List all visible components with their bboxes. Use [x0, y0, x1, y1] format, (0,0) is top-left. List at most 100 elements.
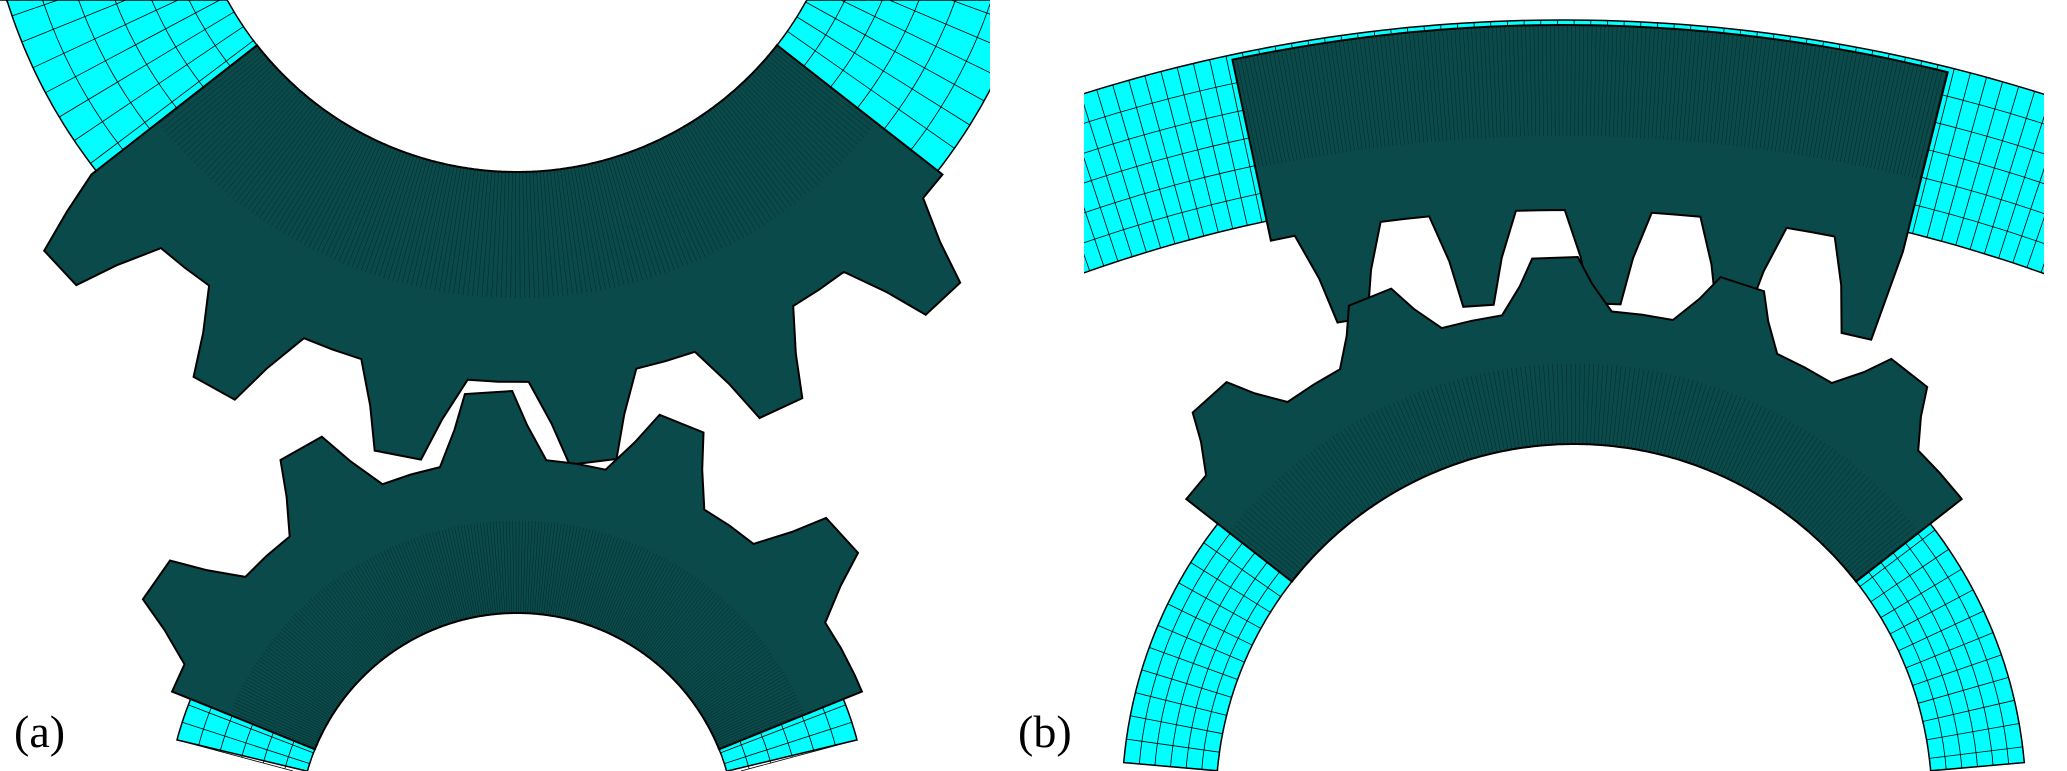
fine-mesh-line	[425, 165, 451, 289]
fine-mesh-line	[667, 606, 732, 674]
mesh-radial-line	[1912, 68, 1955, 234]
fine-mesh-line	[1240, 57, 1264, 167]
fine-mesh-line	[252, 668, 332, 717]
fine-mesh-line	[476, 523, 490, 615]
fine-mesh-line	[1757, 425, 1799, 495]
fine-mesh-line	[706, 677, 787, 724]
fine-mesh-line	[1840, 509, 1901, 564]
fine-mesh-line	[352, 567, 402, 647]
fine-mesh-line	[1271, 484, 1328, 543]
fine-mesh-line	[1632, 26, 1639, 138]
fine-mesh-line	[538, 522, 549, 615]
fine-mesh-line	[1642, 371, 1658, 451]
fine-mesh-line	[355, 565, 404, 646]
fine-mesh-line	[1851, 55, 1874, 165]
fine-mesh-line	[1306, 454, 1356, 519]
fine-mesh-line	[1730, 407, 1767, 481]
fine-mesh-line	[625, 561, 672, 642]
fine-mesh-line	[1705, 32, 1717, 143]
fine-mesh-line	[1511, 368, 1524, 448]
fine-mesh-line	[1338, 40, 1355, 151]
mesh-radial-line	[90, 40, 254, 164]
fine-mesh-line	[505, 171, 510, 298]
fine-mesh-line	[611, 550, 652, 635]
fine-mesh-line	[741, 83, 829, 176]
fine-mesh-line	[389, 547, 428, 633]
fine-mesh-line	[1778, 42, 1796, 152]
fine-mesh-line	[454, 526, 474, 618]
fine-mesh-line	[261, 654, 338, 708]
mesh-radial-line	[1203, 542, 1281, 597]
fine-mesh-line	[1484, 372, 1501, 452]
fine-mesh-line	[1458, 28, 1467, 140]
fine-mesh-line	[207, 83, 293, 177]
fine-mesh-line	[1578, 363, 1581, 445]
fine-mesh-line	[640, 575, 694, 652]
fine-mesh-line	[298, 609, 365, 676]
fine-mesh-line	[602, 545, 640, 631]
fine-mesh-line	[526, 171, 530, 298]
fine-mesh-line	[467, 524, 483, 616]
fine-mesh-line	[1694, 31, 1705, 142]
fine-mesh-line	[707, 680, 789, 726]
mesh-radial-line	[1144, 75, 1190, 240]
mesh-radial-line	[45, 0, 221, 94]
fine-mesh-line	[236, 696, 321, 737]
fine-mesh-line	[489, 521, 499, 614]
fine-mesh-line	[263, 651, 339, 706]
fine-mesh-line	[1462, 28, 1471, 139]
fine-mesh-line	[1483, 26, 1490, 138]
fine-mesh-line	[557, 169, 573, 295]
fine-mesh-line	[1392, 34, 1405, 145]
fine-mesh-line	[1348, 426, 1390, 496]
mesh-radial-line	[21, 0, 127, 43]
fine-mesh-line	[383, 157, 421, 279]
fine-mesh-line	[633, 150, 680, 269]
fine-mesh-line	[1236, 58, 1260, 168]
fine-mesh-line	[1426, 388, 1455, 465]
fine-mesh-line	[543, 522, 556, 615]
fine-mesh-line	[1686, 30, 1697, 142]
fine-mesh-line	[1786, 43, 1804, 154]
fine-mesh-line	[1747, 418, 1787, 489]
fine-mesh-line	[546, 170, 559, 297]
mesh-radial-line	[11, 0, 59, 17]
fine-mesh-line	[699, 660, 777, 712]
fine-mesh-line	[473, 523, 487, 616]
mesh-radial-line	[1941, 77, 1987, 242]
fine-mesh-line	[429, 533, 456, 622]
fine-mesh-line	[183, 66, 276, 154]
fine-mesh-line	[634, 569, 686, 648]
fine-mesh-line	[1433, 30, 1444, 141]
fine-mesh-line	[1496, 26, 1502, 138]
fine-mesh-line	[1289, 48, 1309, 159]
fine-mesh-line	[395, 545, 433, 631]
fine-mesh-line	[1413, 32, 1425, 143]
fine-mesh-line	[243, 106, 320, 208]
fine-mesh-line	[1845, 516, 1907, 570]
fine-mesh-line	[1543, 364, 1550, 445]
fine-mesh-line	[556, 525, 575, 617]
fine-mesh-line	[289, 619, 358, 683]
panel-b-internal-gear-pair	[1084, 19, 2044, 771]
fine-mesh-line	[1541, 25, 1544, 137]
fine-mesh-line	[1446, 29, 1455, 140]
fine-mesh-line	[1324, 441, 1371, 508]
fine-mesh-line	[377, 553, 420, 637]
fine-mesh-line	[758, 66, 852, 152]
fine-mesh-line	[1450, 28, 1459, 140]
fine-mesh-line	[1616, 26, 1622, 138]
fine-mesh-line	[1772, 437, 1819, 505]
fine-mesh-line	[1301, 46, 1321, 157]
mesh-radial-line	[1128, 80, 1176, 244]
fine-mesh-line	[467, 170, 482, 296]
fine-mesh-line	[255, 662, 334, 714]
fine-mesh-line	[1344, 428, 1387, 498]
fine-mesh-line	[601, 161, 634, 283]
fine-mesh-line	[1418, 392, 1448, 468]
fine-mesh-line	[1504, 26, 1510, 138]
fine-mesh-line	[1685, 385, 1712, 462]
fine-mesh-line	[1252, 55, 1275, 165]
fine-mesh-line	[1717, 400, 1750, 475]
fine-mesh-line	[658, 595, 720, 666]
